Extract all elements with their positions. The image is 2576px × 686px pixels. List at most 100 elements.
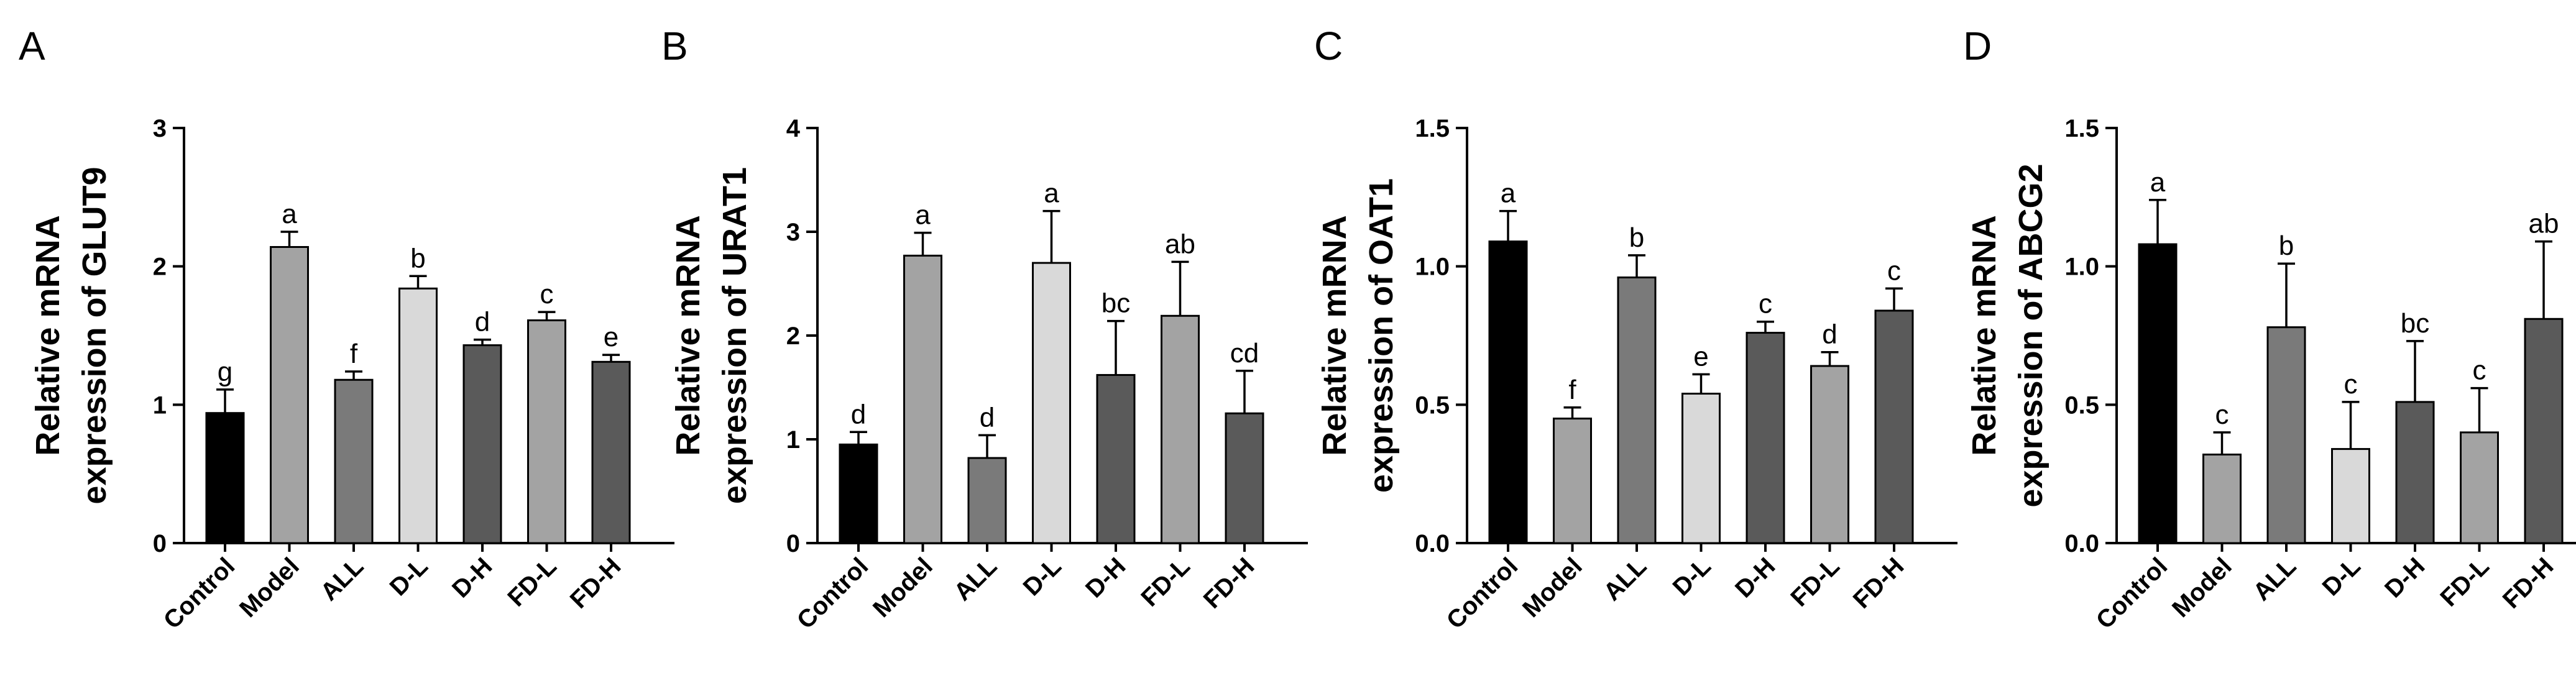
x-tick-label: FD-H xyxy=(2498,552,2559,614)
chart-panel-a: A Relative mRNA expression of GLUT9 0 1 2 3 g Co… xyxy=(19,24,674,634)
bar-model xyxy=(2202,453,2242,544)
y-tick-label: 0.0 xyxy=(1415,530,1450,557)
significance-label: b xyxy=(2279,231,2294,261)
y-tick-label: 0 xyxy=(153,530,167,557)
bar-d-h xyxy=(462,344,502,544)
x-tick-label: D-H xyxy=(447,552,497,603)
x-tick-label: Control xyxy=(159,552,241,634)
x-tick-label: Model xyxy=(2167,552,2237,623)
y-tick-label: 3 xyxy=(153,115,167,142)
significance-label: d xyxy=(980,402,995,432)
significance-label: ab xyxy=(1165,229,1195,259)
x-tick-label: D-L xyxy=(385,552,433,601)
significance-label: d xyxy=(851,399,866,429)
x-tick-label: ALL xyxy=(315,552,369,606)
significance-label: f xyxy=(350,339,358,369)
bar-control xyxy=(839,443,878,544)
bar-all xyxy=(967,457,1007,544)
x-tick-label: Model xyxy=(234,552,305,623)
bar-fd-l xyxy=(1810,365,1849,544)
bar-d-h xyxy=(1746,332,1785,544)
bar-control xyxy=(1488,240,1528,544)
significance-label: c xyxy=(2344,369,2358,400)
significance-label: a xyxy=(915,200,931,231)
x-tick-label: Control xyxy=(2091,552,2173,634)
significance-label: a xyxy=(1501,178,1516,209)
bar-all xyxy=(2266,326,2306,544)
chart-panel-c: C Relative mRNA expression of OAT1 0.0 0.5 1.… xyxy=(1314,24,1957,634)
y-tick-label: 0 xyxy=(786,530,800,557)
bar-d-l xyxy=(1032,262,1071,544)
x-tick-label: ALL xyxy=(1598,552,1652,606)
y-tick-label: 2 xyxy=(153,254,167,281)
panel-letter: B xyxy=(661,24,688,68)
bar-d-h xyxy=(1096,373,1136,544)
x-tick-label: Control xyxy=(792,552,874,634)
x-tick-label: FD-H xyxy=(1198,552,1260,614)
panel-letter: A xyxy=(19,24,45,68)
bar-all xyxy=(334,378,374,544)
significance-label: bc xyxy=(1102,288,1130,319)
bar-d-l xyxy=(2331,448,2370,544)
bar-fd-h xyxy=(2524,318,2564,544)
significance-label: a xyxy=(282,199,297,229)
x-tick-label: D-H xyxy=(1730,552,1780,603)
x-tick-label: FD-H xyxy=(1848,552,1910,614)
x-tick-label: Control xyxy=(1442,552,1524,634)
x-tick-label: FD-L xyxy=(1136,552,1195,612)
significance-label: d xyxy=(475,307,490,337)
bar-d-l xyxy=(398,287,438,544)
y-tick-label: 4 xyxy=(786,115,801,142)
x-tick-label: FD-H xyxy=(565,552,627,614)
bar-model xyxy=(1553,418,1592,544)
x-tick-label: FD-L xyxy=(502,552,562,612)
bar-all xyxy=(1617,276,1657,544)
y-axis-label-line2: expression of ABCG2 xyxy=(2012,163,2049,507)
x-tick-label: FD-L xyxy=(2435,552,2495,612)
significance-label: c xyxy=(1759,289,1772,319)
x-tick-label: D-L xyxy=(1018,552,1067,601)
y-tick-label: 1 xyxy=(153,391,167,419)
significance-label: e xyxy=(604,322,619,352)
chart-panel-b: B Relative mRNA expression of URAT1 0 1 2 3 4 d C… xyxy=(661,24,1308,634)
bar-d-l xyxy=(1681,393,1721,544)
y-axis-label-line1: Relative mRNA xyxy=(1316,215,1353,455)
y-tick-label: 3 xyxy=(786,219,800,246)
significance-label: bc xyxy=(2401,308,2429,339)
significance-label: g xyxy=(218,357,232,387)
significance-label: ab xyxy=(2529,209,2559,239)
bar-fd-h xyxy=(591,360,631,544)
x-tick-label: FD-L xyxy=(1785,552,1845,612)
x-tick-label: ALL xyxy=(2248,552,2301,606)
x-tick-label: D-H xyxy=(2380,552,2430,603)
bar-fd-l xyxy=(527,319,566,544)
y-tick-label: 0.5 xyxy=(2064,391,2099,419)
significance-label: e xyxy=(1693,341,1708,372)
bar-fd-l xyxy=(2460,431,2499,544)
y-tick-label: 1 xyxy=(786,426,800,454)
significance-label: d xyxy=(1822,319,1837,350)
bar-model xyxy=(903,254,942,544)
chart-panel-d: D Relative mRNA expression of ABCG2 0.0 0.5 1… xyxy=(1963,24,2576,634)
x-tick-label: D-L xyxy=(2317,552,2366,601)
y-tick-label: 0.0 xyxy=(2064,530,2099,557)
significance-label: a xyxy=(1044,178,1059,209)
x-tick-label: ALL xyxy=(949,552,1002,606)
y-tick-label: 1.0 xyxy=(1415,254,1450,281)
significance-label: a xyxy=(2150,167,2166,198)
y-tick-label: 0.5 xyxy=(1415,391,1450,419)
panel-letter: D xyxy=(1963,24,1992,68)
bar-fd-l xyxy=(1161,314,1200,544)
bar-control xyxy=(205,412,245,544)
y-tick-label: 1.0 xyxy=(2064,254,2099,281)
significance-label: b xyxy=(410,243,425,273)
bar-fd-h xyxy=(1874,309,1914,544)
y-tick-label: 1.5 xyxy=(1415,115,1450,142)
bar-model xyxy=(270,245,309,544)
panel-letter: C xyxy=(1314,24,1343,68)
x-tick-label: Model xyxy=(1517,552,1588,623)
bar-d-h xyxy=(2395,401,2435,544)
y-tick-label: 1.5 xyxy=(2064,115,2099,142)
bar-fd-h xyxy=(1225,412,1264,544)
